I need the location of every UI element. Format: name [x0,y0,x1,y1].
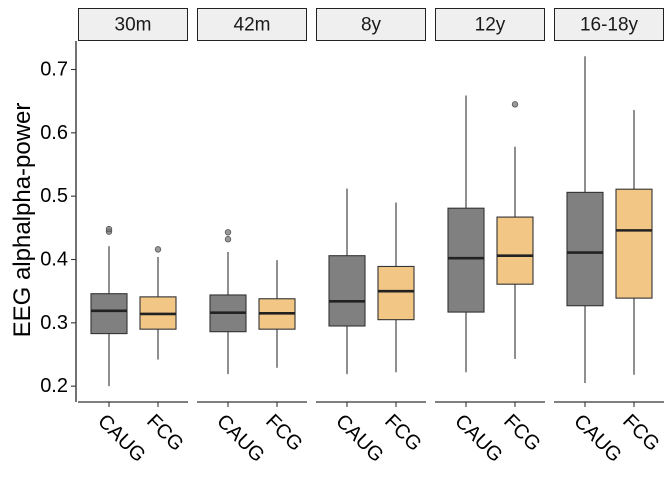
y-tick-label: 0.4 [40,249,68,271]
box-caug [447,95,485,373]
x-tick-label: CAUG [569,410,625,466]
x-tick-label: FCG [380,410,425,455]
facet-strip-label: 16-18y [580,15,639,36]
facet-strip-label: 12y [475,15,506,36]
box-caug [90,225,128,387]
y-axis: 0.2 0.3 0.4 0.5 0.6 0.7 [40,41,77,402]
box-fcg [496,101,534,359]
box-iqr [377,265,415,321]
y-axis-label: EEG alphalpha-power [9,103,36,338]
facet-panels: 30mCAUGFCG42mCAUGFCG8yCAUGFCG12yCAUGFCG1… [78,8,664,467]
box-iqr [328,255,366,327]
y-tick-label: 0.6 [40,122,68,144]
facet-strip [554,8,664,41]
outlier-point [511,101,519,108]
x-tick-label: CAUG [331,410,387,466]
box-iqr [496,216,534,285]
box-fcg [615,110,653,375]
outlier-point [224,229,232,236]
y-tick-label: 0.3 [40,312,68,334]
box-caug [566,56,604,383]
x-tick-label: FCG [499,410,544,455]
facet-strip [316,8,426,41]
box-fcg [139,246,177,360]
x-tick-label: CAUG [93,410,149,466]
box-iqr [615,188,653,299]
facet-strip-label: 30m [115,15,152,36]
x-tick-label: FCG [142,410,187,455]
facet-strip [435,8,545,41]
x-tick-label: FCG [261,410,306,455]
facet-strip [197,8,307,41]
box-caug [328,188,366,375]
box-iqr [447,207,485,313]
y-tick-label: 0.2 [40,375,68,397]
outlier-point [224,236,232,243]
x-tick-label: CAUG [450,410,506,466]
box-caug [209,229,247,375]
y-tick-label: 0.7 [40,59,68,81]
x-tick-label: CAUG [212,410,268,466]
box-iqr [90,293,128,335]
box-iqr [566,191,604,307]
facet-strip [78,8,188,41]
facet-strip-label: 8y [361,15,382,36]
box-fcg [377,202,415,373]
outlier-point [154,246,162,253]
outlier-point [105,225,113,233]
box-fcg [258,260,296,368]
x-tick-label: FCG [618,410,663,455]
facet-strip-label: 42m [234,15,271,36]
y-tick-label: 0.5 [40,185,68,207]
